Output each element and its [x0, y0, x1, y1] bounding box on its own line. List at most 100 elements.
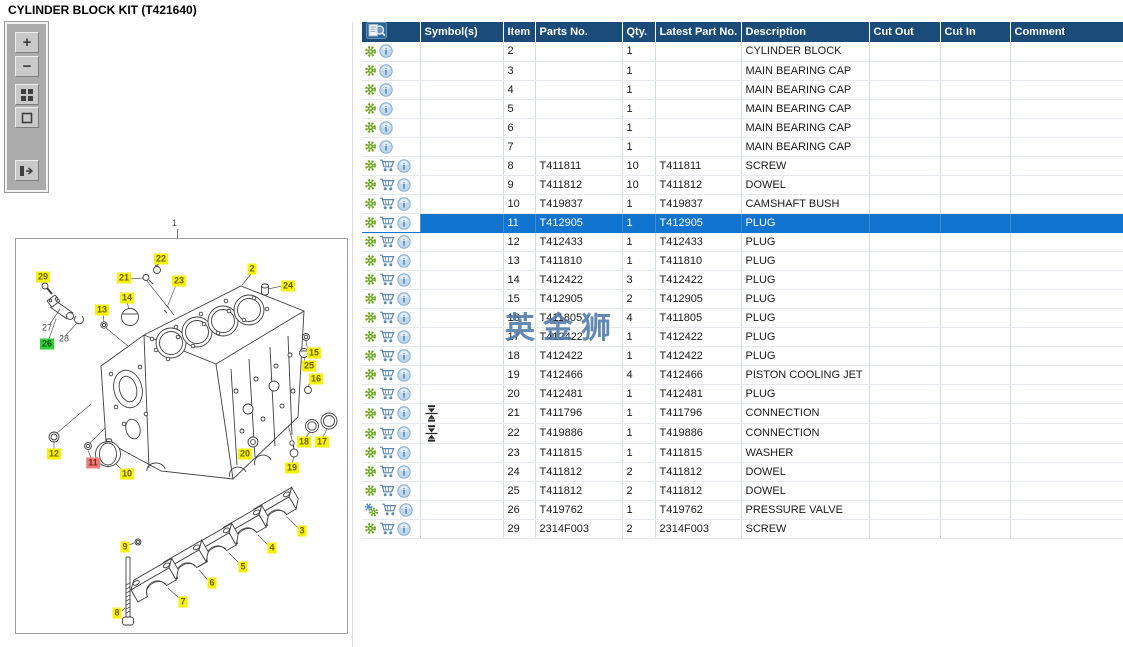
- search-parts-icon[interactable]: [366, 22, 387, 39]
- info-icon[interactable]: i: [397, 464, 411, 479]
- zoom-out-button[interactable]: −: [15, 56, 39, 77]
- gear-icon[interactable]: [364, 427, 377, 440]
- diagram-callout-22[interactable]: 22: [153, 253, 169, 265]
- info-icon[interactable]: i: [397, 177, 411, 192]
- diagram-callout-25[interactable]: 25: [301, 360, 317, 372]
- column-header-cut_out[interactable]: Cut Out: [869, 22, 941, 42]
- column-header-latest[interactable]: Latest Part No.: [655, 22, 742, 42]
- diagram-callout-7[interactable]: 7: [178, 596, 188, 608]
- diagram-callout-16[interactable]: 16: [308, 373, 324, 385]
- cart-icon[interactable]: [379, 387, 395, 400]
- diagram-callout-11[interactable]: 11: [86, 457, 100, 469]
- info-icon[interactable]: i: [379, 139, 393, 154]
- info-icon[interactable]: i: [397, 329, 411, 344]
- info-icon[interactable]: i: [397, 406, 411, 420]
- gear-icon[interactable]: [364, 140, 377, 153]
- gear-icon[interactable]: [364, 387, 377, 400]
- gear-icon[interactable]: [364, 273, 377, 286]
- diagram-callout-5[interactable]: 5: [238, 561, 248, 573]
- table-row-item-11[interactable]: i 11 T412905 1 T412905 PLUG: [362, 213, 1123, 233]
- diagram-callout-23[interactable]: 23: [171, 275, 187, 287]
- cart-icon[interactable]: [379, 427, 395, 440]
- info-icon[interactable]: i: [397, 158, 411, 173]
- cart-icon[interactable]: [379, 484, 395, 497]
- column-header-actions[interactable]: [362, 22, 421, 42]
- gear-icon[interactable]: [364, 159, 377, 172]
- info-icon[interactable]: i: [397, 483, 411, 498]
- diagram-callout-8[interactable]: 8: [112, 607, 122, 619]
- column-header-item[interactable]: Item: [503, 22, 536, 42]
- column-header-comment[interactable]: Comment: [1010, 22, 1123, 42]
- gear-icon[interactable]: [364, 522, 377, 535]
- table-row-item-2[interactable]: i 2 1 CYLINDER BLOCK: [362, 42, 1123, 62]
- info-icon[interactable]: i: [397, 196, 411, 211]
- cart-icon[interactable]: [379, 216, 395, 229]
- table-row-item-12[interactable]: i 12 T412433 1 T412433 PLUG: [362, 232, 1123, 252]
- gear-icon[interactable]: [364, 349, 377, 362]
- diagram-callout-17[interactable]: 17: [314, 436, 330, 448]
- cart-icon[interactable]: [379, 273, 395, 286]
- diagram-callout-9[interactable]: 9: [120, 541, 130, 553]
- table-row-item-25[interactable]: i 25 T411812 2 T411812 DOWEL: [362, 481, 1123, 501]
- gear-icon[interactable]: [364, 446, 377, 459]
- info-icon[interactable]: i: [397, 426, 411, 440]
- info-icon[interactable]: i: [399, 502, 413, 517]
- diagram-callout-15[interactable]: 15: [306, 347, 322, 359]
- info-icon[interactable]: i: [379, 101, 393, 116]
- column-header-desc[interactable]: Description: [741, 22, 870, 42]
- gear-icon[interactable]: [364, 45, 377, 58]
- diagram-callout-4[interactable]: 4: [267, 542, 277, 554]
- gear-icon[interactable]: [364, 121, 377, 134]
- table-row-item-4[interactable]: i 4 1 MAIN BEARING CAP: [362, 80, 1123, 100]
- table-row-item-17[interactable]: i 17 T412422 1 T412422 PLUG: [362, 327, 1123, 347]
- gear-icon[interactable]: [364, 64, 377, 77]
- overview-tiles-button[interactable]: [15, 84, 39, 105]
- gear-icon[interactable]: [364, 254, 377, 267]
- diagram-callout-14[interactable]: 14: [119, 292, 135, 304]
- info-icon[interactable]: i: [397, 445, 411, 460]
- cart-icon[interactable]: [381, 503, 397, 516]
- info-icon[interactable]: i: [379, 44, 393, 58]
- table-row-item-26[interactable]: i 26 T419762 1 T419762 PRESSURE VALVE: [362, 500, 1123, 520]
- diagram-callout-3[interactable]: 3: [297, 525, 307, 537]
- zoom-in-button[interactable]: +: [15, 32, 39, 53]
- diagram-callout-26[interactable]: 26: [39, 338, 55, 350]
- cart-icon[interactable]: [379, 311, 395, 324]
- cart-icon[interactable]: [379, 292, 395, 305]
- column-header-cut_in[interactable]: Cut In: [940, 22, 1011, 42]
- gear-add-icon[interactable]: [364, 502, 379, 517]
- info-icon[interactable]: i: [379, 63, 393, 78]
- info-icon[interactable]: i: [397, 234, 411, 249]
- diagram-callout-18[interactable]: 18: [296, 436, 312, 448]
- info-icon[interactable]: i: [397, 272, 411, 287]
- cart-icon[interactable]: [379, 330, 395, 343]
- info-icon[interactable]: i: [397, 310, 411, 325]
- gear-icon[interactable]: [364, 407, 377, 420]
- diagram-callout-12[interactable]: 12: [46, 448, 62, 460]
- cart-icon[interactable]: [379, 197, 395, 210]
- panel-splitter[interactable]: [352, 22, 353, 647]
- info-icon[interactable]: i: [397, 215, 411, 230]
- table-row-item-10[interactable]: i 10 T419837 1 T419837 CAMSHAFT BUSH: [362, 194, 1123, 214]
- gear-icon[interactable]: [364, 197, 377, 210]
- gear-icon[interactable]: [364, 484, 377, 497]
- table-row-item-19[interactable]: i 19 T412466 4 T412466 PISTON COOLING JET: [362, 365, 1123, 385]
- table-row-item-7[interactable]: i 7 1 MAIN BEARING CAP: [362, 137, 1123, 157]
- cart-icon[interactable]: [379, 159, 395, 172]
- column-header-symbols[interactable]: Symbol(s): [420, 22, 504, 42]
- table-row-item-16[interactable]: i 16 T411805 4 T411805 PLUG: [362, 308, 1123, 328]
- info-icon[interactable]: i: [379, 120, 393, 135]
- column-header-qty[interactable]: Qty.: [622, 22, 656, 42]
- info-icon[interactable]: i: [397, 367, 411, 382]
- gear-icon[interactable]: [364, 368, 377, 381]
- gear-icon[interactable]: [364, 178, 377, 191]
- gear-icon[interactable]: [364, 330, 377, 343]
- gear-icon[interactable]: [364, 216, 377, 229]
- cart-icon[interactable]: [379, 349, 395, 362]
- cart-icon[interactable]: [379, 407, 395, 420]
- diagram-callout-13[interactable]: 13: [94, 304, 110, 316]
- cart-icon[interactable]: [379, 254, 395, 267]
- table-row-item-23[interactable]: i 23 T411815 1 T411815 WASHER: [362, 443, 1123, 463]
- diagram-callout-6[interactable]: 6: [207, 577, 217, 589]
- fit-view-button[interactable]: [15, 107, 39, 128]
